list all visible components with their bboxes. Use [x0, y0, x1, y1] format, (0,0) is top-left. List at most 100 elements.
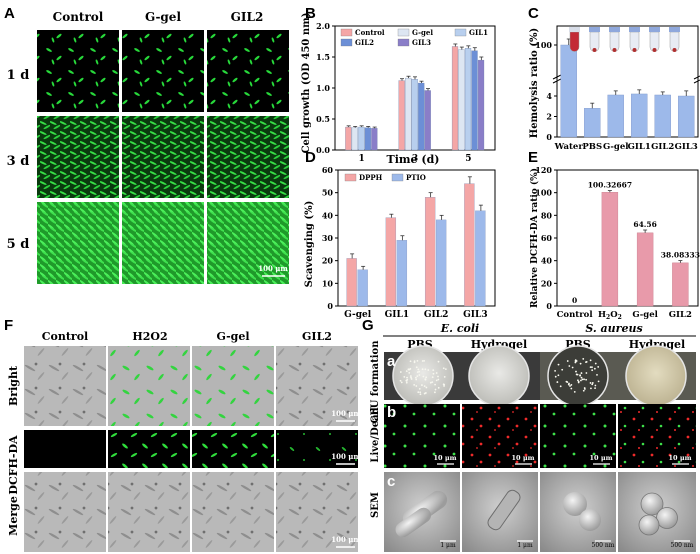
panel-g-col-hydrogel-2: Hydrogel: [629, 338, 685, 351]
coloniesS-colony-29: [579, 362, 582, 365]
panel-d-ytick-label-3: 30: [322, 233, 334, 243]
panel-b-legend-swatch-1: [397, 28, 410, 37]
panel-b-legend-swatch-0: [340, 28, 353, 37]
coloniesE-colony-60: [416, 375, 419, 378]
coloniesE-colony-35: [421, 368, 424, 371]
panel-b-bar-3-1: [418, 82, 425, 151]
panel-d-bar-1-2: [435, 219, 447, 307]
coloniesE-colony-53: [416, 360, 419, 362]
panel-g-live-scalebar-1: 10 μm: [434, 454, 457, 462]
panel-d-xtick-label-1: GIL1: [385, 310, 410, 320]
panel-a-img-3d-gil2: [207, 116, 289, 198]
panel-a-img-5d-gil2: [207, 202, 289, 284]
panel-c-xtick-label-5: GIL3: [675, 142, 698, 152]
panel-e-value-label-0: 0: [572, 296, 577, 305]
coloniesS-colony-11: [591, 382, 594, 384]
panel-b-legend-swatch-4: [397, 38, 410, 47]
coloniesE-colony-14: [405, 381, 408, 384]
panel-a-letter: A: [4, 5, 15, 22]
coloniesS-colony-23: [593, 367, 596, 370]
panel-d-ytick-label-2: 20: [322, 256, 334, 266]
coloniesE-colony-69: [443, 375, 446, 378]
panel-c-bar-1: [584, 108, 601, 138]
panel-d-ytick-label-4: 40: [322, 210, 334, 220]
coloniesS-colony-57: [580, 376, 583, 379]
panel-f-scalebar-bright: 100 μm: [331, 409, 361, 418]
coloniesS-colony-5: [582, 358, 585, 360]
panel-g-sem-scalebar-2: 1 μm: [517, 542, 533, 549]
coloniesE-colony-51: [432, 369, 435, 372]
panel-a-img-3d-g-gel: [122, 116, 204, 198]
coloniesS-colony-54: [574, 359, 577, 362]
coloniesE-colony-52: [431, 376, 434, 379]
panel-f-scalebar-dcfh: 100 μm: [331, 452, 361, 461]
coloniesE-colony-68: [406, 376, 408, 379]
panel-b-bar-4-0: [371, 128, 378, 151]
panel-b-ytick-label-0: 0.0: [316, 145, 330, 155]
coloniesS-colony-31: [566, 360, 569, 362]
coloniesE-colony-54: [409, 360, 412, 363]
coloniesS-colony-43: [556, 381, 559, 383]
panel-b-ylabel: Cell growth (OD 450 nm): [301, 13, 312, 154]
coloniesS-colony-18: [566, 381, 569, 383]
panel-c-ytick-label-2: 2: [546, 112, 552, 122]
panel-e-ytick-label-1: 20: [541, 278, 553, 288]
coloniesE-colony-0: [403, 375, 406, 378]
panel-b-xtick-label-1: 3: [412, 154, 418, 164]
panel-g-row-cfu: CFU formation: [370, 340, 381, 424]
coloniesE-colony-18: [408, 371, 411, 374]
panel-b-letter: B: [305, 5, 316, 22]
coloniesE-colony-12: [434, 383, 436, 386]
panel-g-letter: G: [362, 317, 374, 334]
panel-e-xtick-label-3: GIL2: [669, 310, 692, 320]
panel-a-img-5d-g-gel: [122, 202, 204, 284]
panel-c-xtick-label-2: G-gel: [603, 142, 629, 152]
coloniesE-colony-8: [417, 368, 420, 371]
panel-g-col-hydrogel-1: Hydrogel: [471, 338, 527, 351]
panel-a-row-5d: 5 d: [7, 237, 30, 252]
panel-c-xtick-label-1: PBS: [582, 142, 602, 152]
coloniesS-colony-41: [576, 373, 579, 376]
coloniesE-colony-49: [407, 368, 410, 371]
panel-g-row-sem: SEM: [370, 492, 381, 518]
panel-d-bar-1-0: [357, 269, 368, 307]
panel-b-bar-0-2: [451, 46, 459, 151]
panel-f-dcfh-g-gel: [192, 430, 274, 468]
coloniesS-colony-33: [570, 387, 573, 390]
panel-g-live-saureus-pbs: [540, 404, 616, 468]
panel-b-bar-2-1: [411, 79, 418, 151]
panel-g-sem-scalebar-1: 1 μm: [440, 542, 456, 549]
panel-d-xtick-label-3: GIL3: [463, 310, 488, 320]
coloniesE-colony-25: [423, 359, 426, 362]
coloniesS-colony-52: [579, 374, 582, 377]
coloniesS-colony-27: [591, 383, 594, 386]
panel-d-bar-0-1: [385, 217, 397, 307]
panel-g-sub-a: a: [387, 353, 396, 370]
coloniesE-colony-42: [425, 386, 428, 389]
coloniesE-colony-19: [434, 388, 437, 391]
panel-b-legend-label-3: GIL2: [355, 38, 374, 47]
panel-a-img-3d-control: [37, 116, 119, 198]
coloniesE-colony-24: [409, 367, 412, 370]
panel-e-ytick-label-0: 0: [546, 301, 552, 311]
panel-e-value-label-3: 38.08333: [661, 251, 700, 260]
panel-a-row-1d: 1 d: [7, 68, 30, 83]
coloniesS-colony-1: [591, 366, 593, 369]
plate-ecoli-hydrogel: [468, 345, 530, 407]
panel-b-bar-1-2: [458, 49, 465, 151]
panel-a-img-5d-control: [37, 202, 119, 284]
panel-c-bar-4: [654, 94, 671, 138]
panel-b-bar-2-2: [464, 48, 472, 151]
panel-e-letter: E: [528, 149, 538, 166]
panel-b-xlabel: Time (d): [387, 153, 440, 166]
panel-b-legend-swatch-2: [454, 28, 467, 37]
panel-b-legend-label-0: Control: [355, 28, 385, 37]
coloniesE-colony-38: [442, 367, 445, 370]
plate-saureus-pbs: [547, 345, 609, 407]
panel-c-axis-break-3: [693, 75, 700, 80]
sem-rod-damaged: [487, 489, 521, 531]
panel-f-row-bright: Bright: [7, 365, 20, 406]
